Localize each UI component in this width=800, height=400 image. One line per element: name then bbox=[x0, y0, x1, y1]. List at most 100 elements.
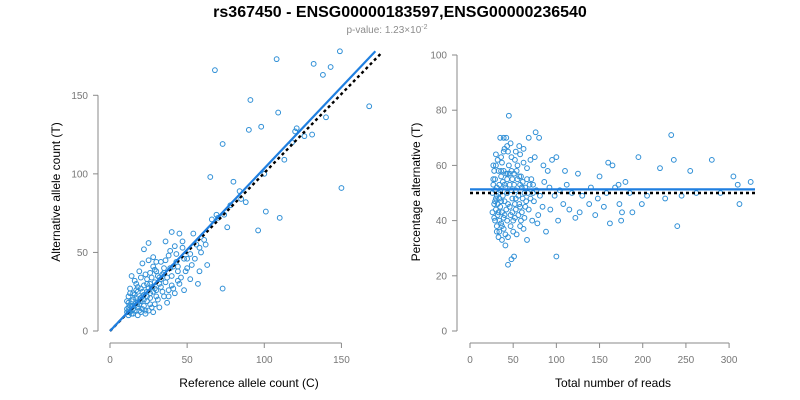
data-point bbox=[148, 274, 155, 281]
data-point bbox=[517, 223, 523, 230]
data-point bbox=[147, 280, 154, 287]
data-point bbox=[165, 293, 172, 300]
data-point bbox=[139, 260, 146, 267]
data-point bbox=[503, 134, 510, 141]
data-point bbox=[242, 199, 249, 206]
data-point bbox=[184, 265, 191, 272]
data-point bbox=[505, 112, 512, 119]
data-point bbox=[531, 154, 538, 161]
data-point bbox=[196, 268, 203, 275]
data-point bbox=[489, 209, 496, 216]
data-point bbox=[532, 129, 539, 136]
scatter-panel-percentage-alternative: 0 50 100 150 200 250 300 0 20 40 60 80 100 Total numb… bbox=[409, 51, 755, 390]
x-axis-label: Total number of reads bbox=[555, 376, 671, 390]
data-point bbox=[575, 170, 581, 177]
data-point bbox=[162, 257, 169, 264]
data-point bbox=[219, 285, 226, 292]
data-point bbox=[523, 198, 530, 205]
data-point bbox=[505, 162, 512, 169]
data-point bbox=[131, 277, 138, 284]
data-point bbox=[170, 285, 177, 292]
data-point bbox=[499, 223, 505, 230]
data-point bbox=[491, 201, 498, 207]
data-point bbox=[208, 216, 215, 223]
data-point bbox=[158, 258, 164, 265]
data-point bbox=[524, 237, 530, 243]
data-point bbox=[518, 173, 524, 180]
data-point bbox=[576, 209, 583, 216]
data-point bbox=[310, 60, 317, 67]
data-point bbox=[174, 277, 181, 284]
data-point bbox=[503, 170, 510, 177]
data-point bbox=[133, 287, 140, 294]
y-tick-label: 80 bbox=[436, 106, 448, 117]
data-point bbox=[141, 291, 147, 298]
data-point bbox=[526, 181, 533, 188]
data-point bbox=[600, 203, 607, 210]
data-point bbox=[530, 181, 536, 188]
data-point bbox=[336, 48, 343, 55]
data-point bbox=[495, 168, 502, 174]
x-axis-label: Reference allele count (C) bbox=[179, 376, 318, 390]
data-point bbox=[493, 162, 499, 169]
data-point bbox=[524, 165, 530, 172]
data-point bbox=[165, 287, 172, 294]
data-point bbox=[553, 154, 560, 161]
data-point bbox=[184, 255, 191, 262]
data-point bbox=[534, 220, 541, 227]
chart-subtitle: p-value: 1.23×10-2 bbox=[346, 24, 427, 36]
data-point bbox=[171, 290, 178, 297]
data-point bbox=[517, 203, 523, 210]
x-tick-label: 100 bbox=[256, 355, 273, 366]
data-point bbox=[147, 269, 154, 276]
data-point bbox=[164, 274, 170, 281]
data-point bbox=[273, 56, 280, 63]
x-tick-label: 50 bbox=[508, 355, 520, 366]
data-point bbox=[153, 258, 160, 265]
data-point bbox=[190, 230, 197, 237]
data-point bbox=[127, 285, 133, 292]
data-point bbox=[181, 287, 187, 294]
data-point bbox=[168, 229, 175, 235]
x-tick-label: 250 bbox=[678, 355, 695, 366]
data-point bbox=[137, 274, 144, 281]
data-point bbox=[179, 238, 186, 245]
data-point bbox=[520, 145, 527, 152]
data-point bbox=[195, 280, 201, 287]
data-point bbox=[309, 131, 316, 138]
data-point bbox=[176, 280, 183, 287]
data-point bbox=[323, 114, 329, 121]
data-point bbox=[504, 190, 511, 196]
data-point bbox=[518, 217, 524, 224]
data-point bbox=[151, 266, 158, 273]
data-point bbox=[687, 168, 694, 174]
x-tick-label: 100 bbox=[548, 355, 565, 366]
data-point bbox=[161, 265, 167, 272]
data-point bbox=[201, 236, 208, 243]
data-point bbox=[521, 214, 528, 221]
p-value-exponent: -2 bbox=[421, 24, 427, 31]
data-point bbox=[258, 123, 265, 130]
data-point bbox=[512, 214, 518, 221]
data-point bbox=[501, 198, 508, 205]
data-point bbox=[162, 238, 169, 245]
data-point bbox=[187, 251, 194, 257]
y-tick-label: 0 bbox=[441, 327, 447, 338]
data-point bbox=[495, 234, 502, 241]
p-value-text: p-value: 1.23×10 bbox=[346, 25, 421, 36]
data-point bbox=[133, 280, 140, 287]
data-point bbox=[622, 179, 629, 185]
data-point bbox=[128, 273, 135, 279]
data-point bbox=[512, 156, 518, 163]
data-point bbox=[139, 306, 146, 312]
data-point bbox=[541, 179, 548, 185]
data-point bbox=[147, 301, 154, 308]
data-point bbox=[507, 223, 514, 230]
data-point bbox=[150, 254, 157, 261]
data-point bbox=[191, 255, 198, 262]
data-point bbox=[181, 255, 187, 262]
data-point bbox=[747, 179, 754, 185]
data-point bbox=[586, 201, 593, 207]
data-point bbox=[495, 209, 502, 216]
data-point bbox=[247, 97, 254, 103]
